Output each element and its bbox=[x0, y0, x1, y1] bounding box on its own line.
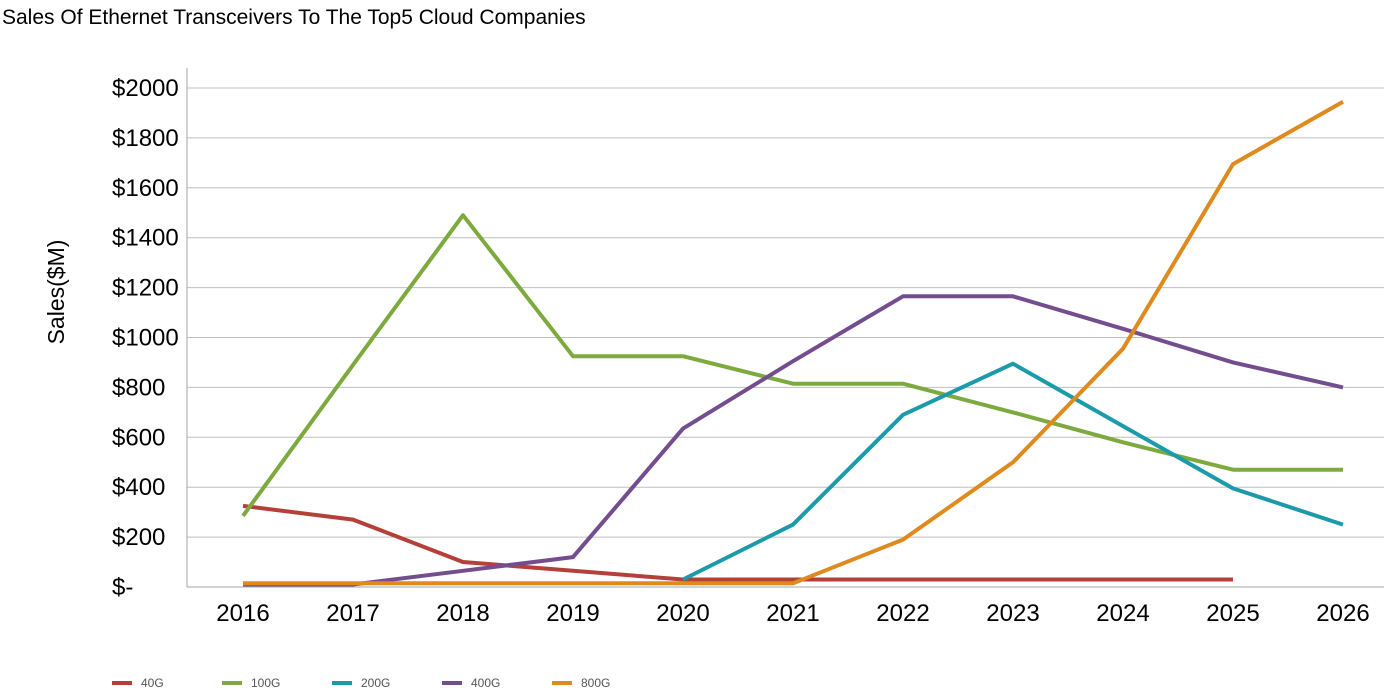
y-tick-label: $600 bbox=[112, 424, 165, 451]
y-tick-labels: $- $200 $400 $600 $800 $1000 $1200 $1400 $1600 $1… bbox=[112, 75, 179, 601]
y-tick-label: $- bbox=[112, 574, 133, 601]
y-tick-label: $1200 bbox=[112, 275, 179, 302]
series-segment bbox=[243, 99, 1344, 586]
series-segment bbox=[241, 213, 1343, 518]
legend-label: 40G bbox=[141, 676, 164, 690]
x-tick-label: 2021 bbox=[766, 600, 819, 627]
y-tick-label: $2000 bbox=[112, 75, 179, 102]
legend-label: 200G bbox=[361, 676, 391, 690]
series-100g-line bbox=[241, 213, 1343, 518]
series-segment bbox=[682, 361, 1344, 582]
legend-label: 400G bbox=[471, 676, 501, 690]
series-400g-line bbox=[243, 294, 1344, 587]
x-tick-label: 2018 bbox=[436, 600, 489, 627]
x-tick-label: 2016 bbox=[216, 600, 269, 627]
legend-swatch bbox=[222, 681, 242, 685]
gridlines bbox=[187, 87, 1384, 538]
x-tick-label: 2020 bbox=[656, 600, 709, 627]
legend-item: 800G bbox=[552, 676, 610, 690]
x-tick-labels: 2016 2017 2018 2019 2020 2021 2022 2023 2024 2025… bbox=[216, 600, 1369, 627]
x-tick-label: 2022 bbox=[876, 600, 929, 627]
legend-item: 400G bbox=[442, 676, 500, 690]
x-tick-label: 2019 bbox=[546, 600, 599, 627]
y-tick-label: $200 bbox=[112, 524, 165, 551]
y-tick-label: $1000 bbox=[112, 325, 179, 352]
chart-title: Sales Of Ethernet Transceivers To The To… bbox=[2, 6, 586, 29]
x-tick-label: 2025 bbox=[1206, 600, 1259, 627]
y-axis-label: Sales($M) bbox=[43, 240, 69, 345]
legend-item: 200G bbox=[332, 676, 390, 690]
series-40g-line bbox=[242, 503, 1233, 582]
legend-item: 100G bbox=[222, 676, 280, 690]
x-tick-label: 2026 bbox=[1316, 600, 1369, 627]
x-tick-label: 2023 bbox=[986, 600, 1039, 627]
legend-label: 100G bbox=[251, 676, 281, 690]
y-tick-label: $1400 bbox=[112, 225, 179, 252]
legend-item: 40G bbox=[112, 676, 164, 690]
legend-swatch bbox=[332, 681, 352, 685]
series-segment bbox=[242, 503, 1233, 582]
legend-swatch bbox=[442, 681, 462, 685]
series-800g-line bbox=[243, 99, 1344, 586]
series-200g-line bbox=[682, 361, 1344, 582]
series-segment bbox=[243, 294, 1344, 587]
legend-label: 800G bbox=[581, 676, 611, 690]
legend-swatch bbox=[112, 681, 132, 685]
series-lines bbox=[241, 99, 1344, 587]
x-tick-label: 2024 bbox=[1096, 600, 1149, 627]
x-tick-label: 2017 bbox=[326, 600, 379, 627]
y-tick-label: $400 bbox=[112, 474, 165, 501]
legend-swatch bbox=[552, 681, 572, 685]
y-tick-label: $800 bbox=[112, 374, 165, 401]
y-tick-label: $1800 bbox=[112, 125, 179, 152]
y-tick-label: $1600 bbox=[112, 175, 179, 202]
